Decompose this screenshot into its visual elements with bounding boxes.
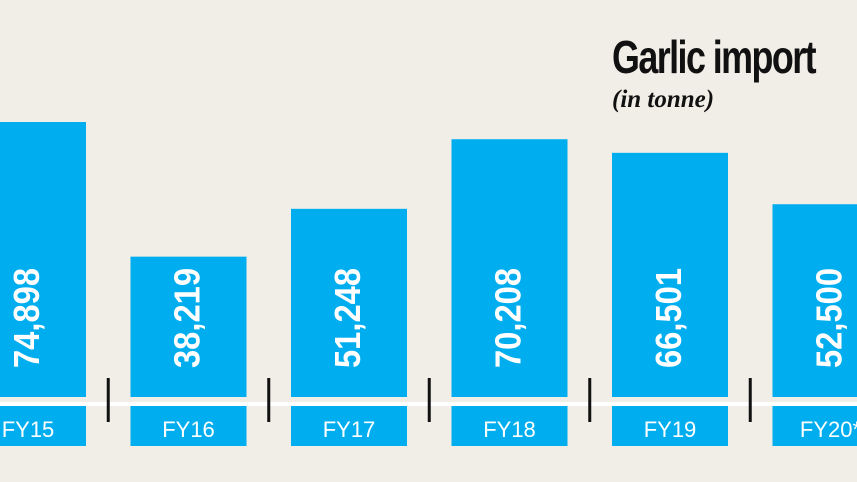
category-divider: [748, 378, 752, 422]
x-tick-label: FY15: [2, 417, 55, 442]
x-tick-label: FY18: [483, 417, 536, 442]
chart-subtitle: (in tonne): [612, 86, 715, 113]
bar-value-label: 66,501: [648, 268, 689, 368]
bar-value-label: 51,248: [327, 268, 368, 368]
category-label-box: [130, 406, 247, 446]
bar-value-label: 74,898: [6, 268, 47, 368]
bar-value-label: 52,500: [809, 268, 850, 368]
x-tick-label: FY19: [644, 417, 697, 442]
x-tick-label: FY17: [323, 417, 376, 442]
chart-title: Garlic import: [612, 31, 817, 83]
bar: [130, 256, 247, 397]
bar: [0, 122, 86, 397]
x-tick-label: FY16: [162, 417, 215, 442]
category-divider: [427, 378, 431, 422]
category-label-box: [612, 406, 728, 446]
category-label-box: [0, 406, 86, 446]
category-divider: [588, 378, 592, 422]
category-label-box: [772, 406, 857, 446]
bar: [612, 152, 728, 397]
bar: [772, 204, 857, 397]
bar-value-label: 38,219: [167, 268, 208, 368]
bar-value-label: 70,208: [488, 268, 529, 368]
category-divider: [267, 378, 271, 422]
category-label-box: [291, 406, 407, 446]
category-divider: [106, 378, 110, 422]
category-label-box: [451, 406, 568, 446]
bar: [451, 139, 568, 397]
bar: [291, 208, 407, 397]
x-tick-label: FY20*: [800, 417, 857, 442]
